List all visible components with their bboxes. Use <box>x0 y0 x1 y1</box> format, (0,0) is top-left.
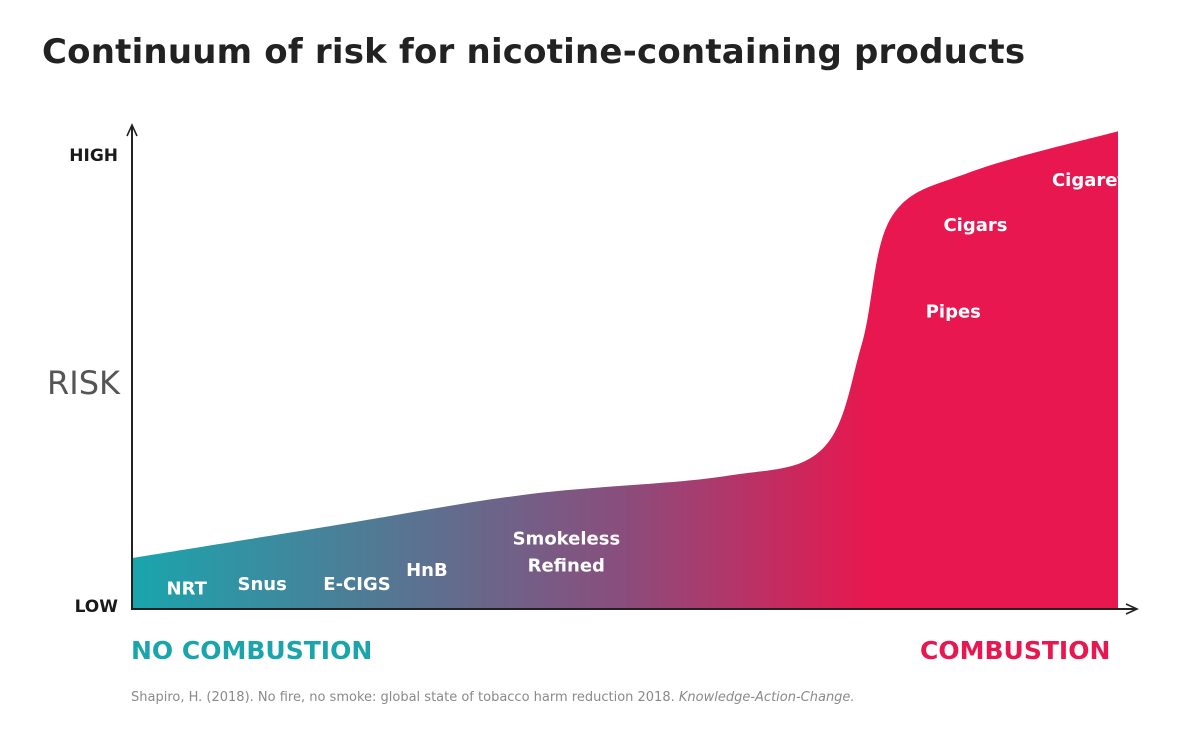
x-axis-arrow <box>1125 603 1139 615</box>
product-labels: NRT Snus E-CIGS HnB Smokeless Refined Pipes Cig… <box>167 170 1158 600</box>
product-label-pipes: Pipes <box>926 301 981 322</box>
source-citation: Shapiro, H. (2018). No fire, no smoke: g… <box>131 690 855 705</box>
chart-title: Continuum of risk for nicotine-containin… <box>42 32 1026 72</box>
product-label-cigarettes: Cigarettes <box>1052 170 1158 191</box>
x-label-no-combustion: NO COMBUSTION <box>131 636 373 665</box>
product-label-smokeless: Smokeless <box>513 528 621 549</box>
source-text: Shapiro, H. (2018). No fire, no smoke: g… <box>131 690 675 705</box>
product-label-snus: Snus <box>238 574 287 595</box>
y-axis-arrow <box>126 123 138 137</box>
product-label-e-cigs: E-CIGS <box>323 574 390 595</box>
y-tick-low: LOW <box>75 597 119 617</box>
product-label-refined-line2: Refined <box>528 555 605 576</box>
source-italic: Knowledge-Action-Change. <box>678 690 855 705</box>
product-label-hnb: HnB <box>406 560 448 581</box>
y-axis-label: RISK <box>47 364 121 402</box>
y-tick-high: HIGH <box>69 146 118 166</box>
product-label-cigars: Cigars <box>943 215 1007 236</box>
risk-area <box>132 131 1118 609</box>
product-label-nrt: NRT <box>167 578 208 599</box>
x-label-combustion: COMBUSTION <box>920 636 1111 665</box>
